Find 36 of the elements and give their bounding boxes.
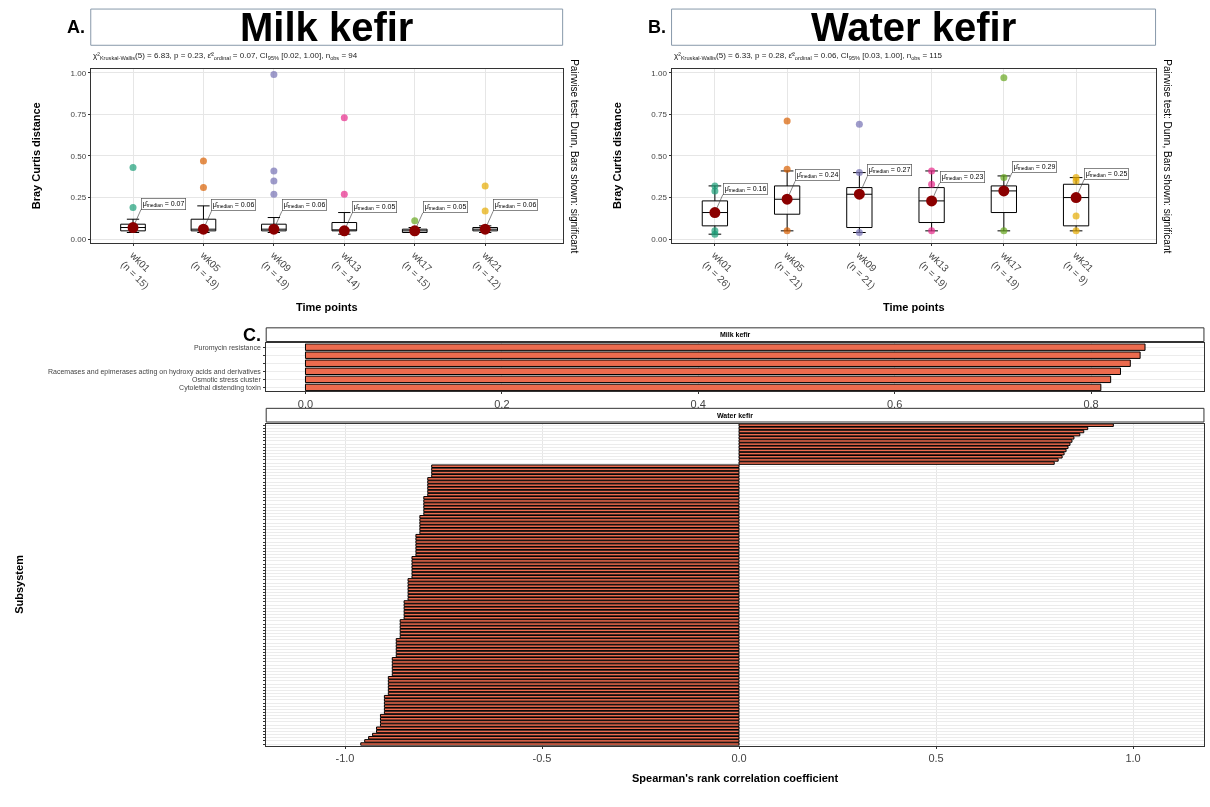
text: C. (243, 325, 261, 345)
y-tick-label: 0.50 (70, 151, 87, 161)
y-tick-label: 0.50 (651, 151, 668, 161)
y-axis-title: Bray Curtis distance (30, 102, 43, 210)
chart-title: Water kefir (811, 5, 1017, 49)
y-tick-label: 0.00 (651, 234, 668, 244)
y-tick-label: 0.75 (651, 110, 668, 120)
x-tick-label: 0.8 (1083, 397, 1099, 410)
bar (360, 742, 740, 746)
x-tick-label: 0.5 (928, 751, 944, 764)
y-tick-label: 0.25 (651, 193, 668, 203)
y-axis-title: Subsystem (12, 554, 25, 614)
text: Pairwise test: Dunn, Bars shown: significant (568, 59, 580, 254)
y-tick-label: 1.00 (651, 68, 668, 78)
x-axis-title: Spearman's rank correlation coefficient (632, 772, 839, 784)
text: Pairwise test: Dunn, Bars shown: significant (1161, 59, 1173, 254)
chart-title: Milk kefir (240, 5, 414, 49)
text: A. (67, 17, 85, 37)
y-tick-label: 0.75 (70, 110, 87, 120)
x-tick-label: 0.0 (297, 397, 314, 410)
text: B. (648, 17, 666, 37)
text: χ²$_{Kruskal-Wallis}$(5) = 6.83, p = 0.23, ε̂²$_{ordinal}$ = 0.07, CI$_{95%}$ [0.02, 1.00], n$_{obs}$ = 94 (93, 51, 358, 61)
x-tick-label: 1.0 (1125, 751, 1141, 764)
y-axis-title: Bray Curtis distance (611, 102, 624, 210)
x-tick-label: 0.0 (731, 751, 747, 764)
x-tick-label: 0.4 (690, 397, 706, 410)
y-tick-label: 0.00 (70, 234, 87, 244)
y-tick-label: 0.25 (70, 193, 87, 203)
x-axis-title: Time points (883, 301, 945, 313)
x-tick-label: 0.2 (494, 397, 510, 410)
y-tick-label: 1.00 (70, 68, 87, 78)
x-axis-title: Time points (296, 301, 358, 313)
text: χ²$_{Kruskal-Wallis}$(5) = 6.33, p = 0.28, ε̂²$_{ordinal}$ = 0.06, CI$_{95%}$ [0.03, 1.00], n$_{obs}$ = 115 (674, 51, 943, 61)
x-tick-label: -1.0 (335, 751, 355, 764)
x-tick-label: -0.5 (532, 751, 552, 764)
x-tick-label: 0.6 (886, 397, 903, 410)
